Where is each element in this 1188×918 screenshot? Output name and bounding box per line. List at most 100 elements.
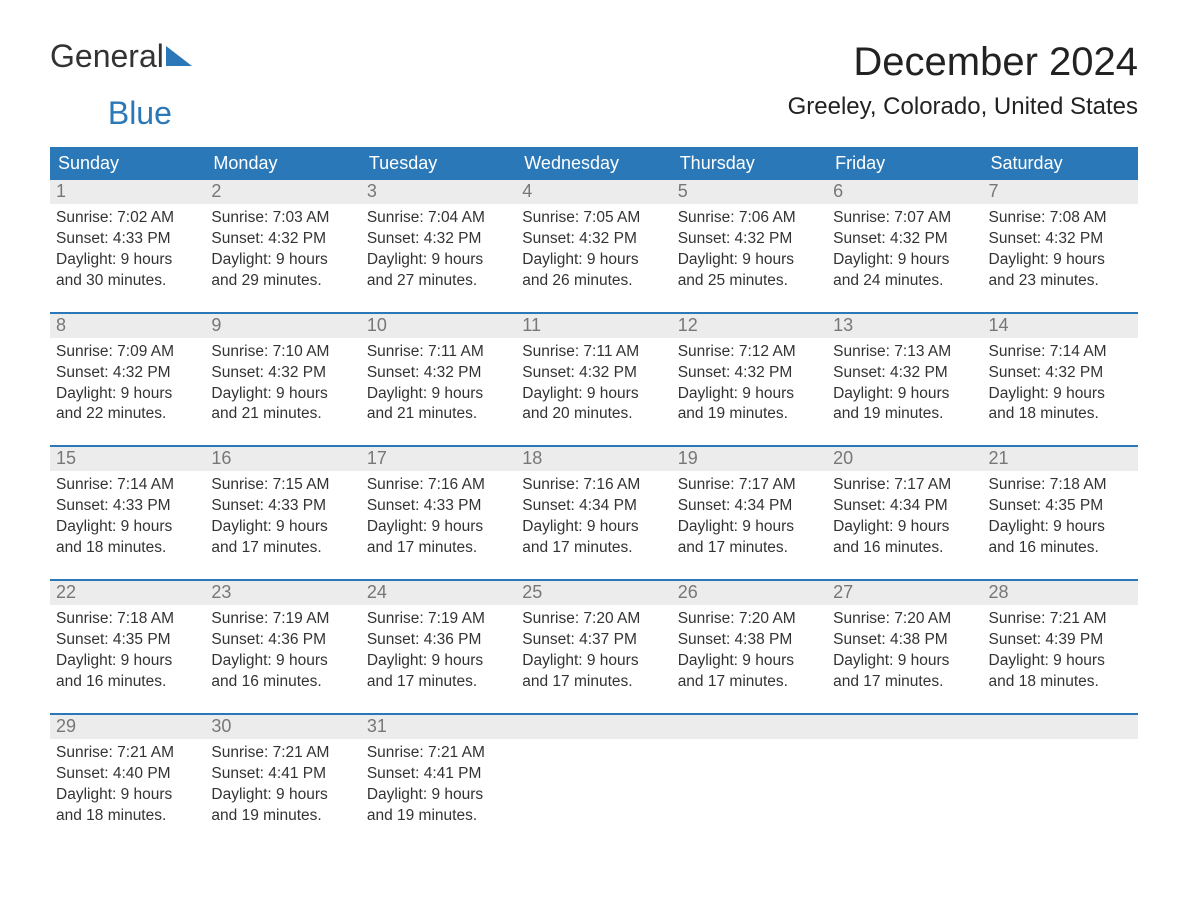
day-body: Sunrise: 7:08 AMSunset: 4:32 PMDaylight:…: [983, 204, 1138, 302]
day-cell: 31Sunrise: 7:21 AMSunset: 4:41 PMDayligh…: [361, 715, 516, 837]
day-cell: 2Sunrise: 7:03 AMSunset: 4:32 PMDaylight…: [205, 180, 360, 302]
day-number: 10: [361, 314, 516, 338]
day-number: 30: [205, 715, 360, 739]
week-row: 8Sunrise: 7:09 AMSunset: 4:32 PMDaylight…: [50, 312, 1138, 436]
day-body: Sunrise: 7:15 AMSunset: 4:33 PMDaylight:…: [205, 471, 360, 569]
day-body: Sunrise: 7:21 AMSunset: 4:41 PMDaylight:…: [205, 739, 360, 837]
day-cell: 22Sunrise: 7:18 AMSunset: 4:35 PMDayligh…: [50, 581, 205, 703]
empty-cell: [516, 715, 671, 837]
day-body: [516, 739, 671, 821]
day-number: 27: [827, 581, 982, 605]
day-body: Sunrise: 7:21 AMSunset: 4:41 PMDaylight:…: [361, 739, 516, 837]
day-number: 23: [205, 581, 360, 605]
location: Greeley, Colorado, United States: [788, 93, 1138, 121]
day-number: 7: [983, 180, 1138, 204]
day-body: Sunrise: 7:11 AMSunset: 4:32 PMDaylight:…: [361, 338, 516, 436]
day-number: [672, 715, 827, 739]
day-number: 29: [50, 715, 205, 739]
day-body: Sunrise: 7:21 AMSunset: 4:40 PMDaylight:…: [50, 739, 205, 837]
logo-word2: Blue: [108, 97, 172, 129]
day-cell: 14Sunrise: 7:14 AMSunset: 4:32 PMDayligh…: [983, 314, 1138, 436]
day-cell: 21Sunrise: 7:18 AMSunset: 4:35 PMDayligh…: [983, 447, 1138, 569]
day-number: 2: [205, 180, 360, 204]
empty-cell: [672, 715, 827, 837]
day-number: 4: [516, 180, 671, 204]
day-number: 25: [516, 581, 671, 605]
week-row: 1Sunrise: 7:02 AMSunset: 4:33 PMDaylight…: [50, 180, 1138, 302]
day-number: [827, 715, 982, 739]
day-number: 16: [205, 447, 360, 471]
day-number: 31: [361, 715, 516, 739]
day-body: Sunrise: 7:03 AMSunset: 4:32 PMDaylight:…: [205, 204, 360, 302]
day-cell: 7Sunrise: 7:08 AMSunset: 4:32 PMDaylight…: [983, 180, 1138, 302]
day-cell: 27Sunrise: 7:20 AMSunset: 4:38 PMDayligh…: [827, 581, 982, 703]
day-cell: 26Sunrise: 7:20 AMSunset: 4:38 PMDayligh…: [672, 581, 827, 703]
day-number: 17: [361, 447, 516, 471]
day-cell: 29Sunrise: 7:21 AMSunset: 4:40 PMDayligh…: [50, 715, 205, 837]
day-cell: 18Sunrise: 7:16 AMSunset: 4:34 PMDayligh…: [516, 447, 671, 569]
day-number: 28: [983, 581, 1138, 605]
week-row: 15Sunrise: 7:14 AMSunset: 4:33 PMDayligh…: [50, 445, 1138, 569]
day-body: Sunrise: 7:04 AMSunset: 4:32 PMDaylight:…: [361, 204, 516, 302]
day-number: [516, 715, 671, 739]
day-body: Sunrise: 7:11 AMSunset: 4:32 PMDaylight:…: [516, 338, 671, 436]
day-body: [983, 739, 1138, 821]
empty-cell: [983, 715, 1138, 837]
day-number: 21: [983, 447, 1138, 471]
day-number: 19: [672, 447, 827, 471]
day-body: Sunrise: 7:16 AMSunset: 4:34 PMDaylight:…: [516, 471, 671, 569]
day-number: 3: [361, 180, 516, 204]
day-body: Sunrise: 7:06 AMSunset: 4:32 PMDaylight:…: [672, 204, 827, 302]
day-body: Sunrise: 7:10 AMSunset: 4:32 PMDaylight:…: [205, 338, 360, 436]
day-header-saturday: Saturday: [983, 147, 1138, 180]
logo: General: [50, 40, 192, 72]
day-body: Sunrise: 7:20 AMSunset: 4:38 PMDaylight:…: [672, 605, 827, 703]
empty-cell: [827, 715, 982, 837]
day-cell: 16Sunrise: 7:15 AMSunset: 4:33 PMDayligh…: [205, 447, 360, 569]
day-number: 24: [361, 581, 516, 605]
day-cell: 6Sunrise: 7:07 AMSunset: 4:32 PMDaylight…: [827, 180, 982, 302]
day-cell: 30Sunrise: 7:21 AMSunset: 4:41 PMDayligh…: [205, 715, 360, 837]
day-cell: 8Sunrise: 7:09 AMSunset: 4:32 PMDaylight…: [50, 314, 205, 436]
day-body: Sunrise: 7:12 AMSunset: 4:32 PMDaylight:…: [672, 338, 827, 436]
day-body: Sunrise: 7:17 AMSunset: 4:34 PMDaylight:…: [827, 471, 982, 569]
day-number: 20: [827, 447, 982, 471]
day-cell: 19Sunrise: 7:17 AMSunset: 4:34 PMDayligh…: [672, 447, 827, 569]
week-row: 22Sunrise: 7:18 AMSunset: 4:35 PMDayligh…: [50, 579, 1138, 703]
day-cell: 15Sunrise: 7:14 AMSunset: 4:33 PMDayligh…: [50, 447, 205, 569]
day-number: 18: [516, 447, 671, 471]
day-body: Sunrise: 7:21 AMSunset: 4:39 PMDaylight:…: [983, 605, 1138, 703]
day-body: Sunrise: 7:07 AMSunset: 4:32 PMDaylight:…: [827, 204, 982, 302]
day-cell: 1Sunrise: 7:02 AMSunset: 4:33 PMDaylight…: [50, 180, 205, 302]
day-number: 9: [205, 314, 360, 338]
day-number: 5: [672, 180, 827, 204]
day-cell: 28Sunrise: 7:21 AMSunset: 4:39 PMDayligh…: [983, 581, 1138, 703]
day-cell: 3Sunrise: 7:04 AMSunset: 4:32 PMDaylight…: [361, 180, 516, 302]
logo-triangle-icon: [166, 46, 192, 66]
day-number: 15: [50, 447, 205, 471]
day-body: Sunrise: 7:20 AMSunset: 4:37 PMDaylight:…: [516, 605, 671, 703]
day-cell: 10Sunrise: 7:11 AMSunset: 4:32 PMDayligh…: [361, 314, 516, 436]
day-header-sunday: Sunday: [50, 147, 205, 180]
day-cell: 4Sunrise: 7:05 AMSunset: 4:32 PMDaylight…: [516, 180, 671, 302]
day-number: 8: [50, 314, 205, 338]
day-body: Sunrise: 7:18 AMSunset: 4:35 PMDaylight:…: [50, 605, 205, 703]
day-body: [672, 739, 827, 821]
day-number: 12: [672, 314, 827, 338]
day-number: [983, 715, 1138, 739]
day-header-wednesday: Wednesday: [516, 147, 671, 180]
day-number: 22: [50, 581, 205, 605]
logo-word1: General: [50, 40, 164, 72]
day-body: Sunrise: 7:18 AMSunset: 4:35 PMDaylight:…: [983, 471, 1138, 569]
day-cell: 5Sunrise: 7:06 AMSunset: 4:32 PMDaylight…: [672, 180, 827, 302]
day-header-thursday: Thursday: [672, 147, 827, 180]
day-body: Sunrise: 7:09 AMSunset: 4:32 PMDaylight:…: [50, 338, 205, 436]
day-body: Sunrise: 7:14 AMSunset: 4:33 PMDaylight:…: [50, 471, 205, 569]
day-number: 26: [672, 581, 827, 605]
day-header-monday: Monday: [205, 147, 360, 180]
day-body: Sunrise: 7:17 AMSunset: 4:34 PMDaylight:…: [672, 471, 827, 569]
day-cell: 24Sunrise: 7:19 AMSunset: 4:36 PMDayligh…: [361, 581, 516, 703]
day-number: 13: [827, 314, 982, 338]
day-body: Sunrise: 7:19 AMSunset: 4:36 PMDaylight:…: [361, 605, 516, 703]
day-cell: 12Sunrise: 7:12 AMSunset: 4:32 PMDayligh…: [672, 314, 827, 436]
